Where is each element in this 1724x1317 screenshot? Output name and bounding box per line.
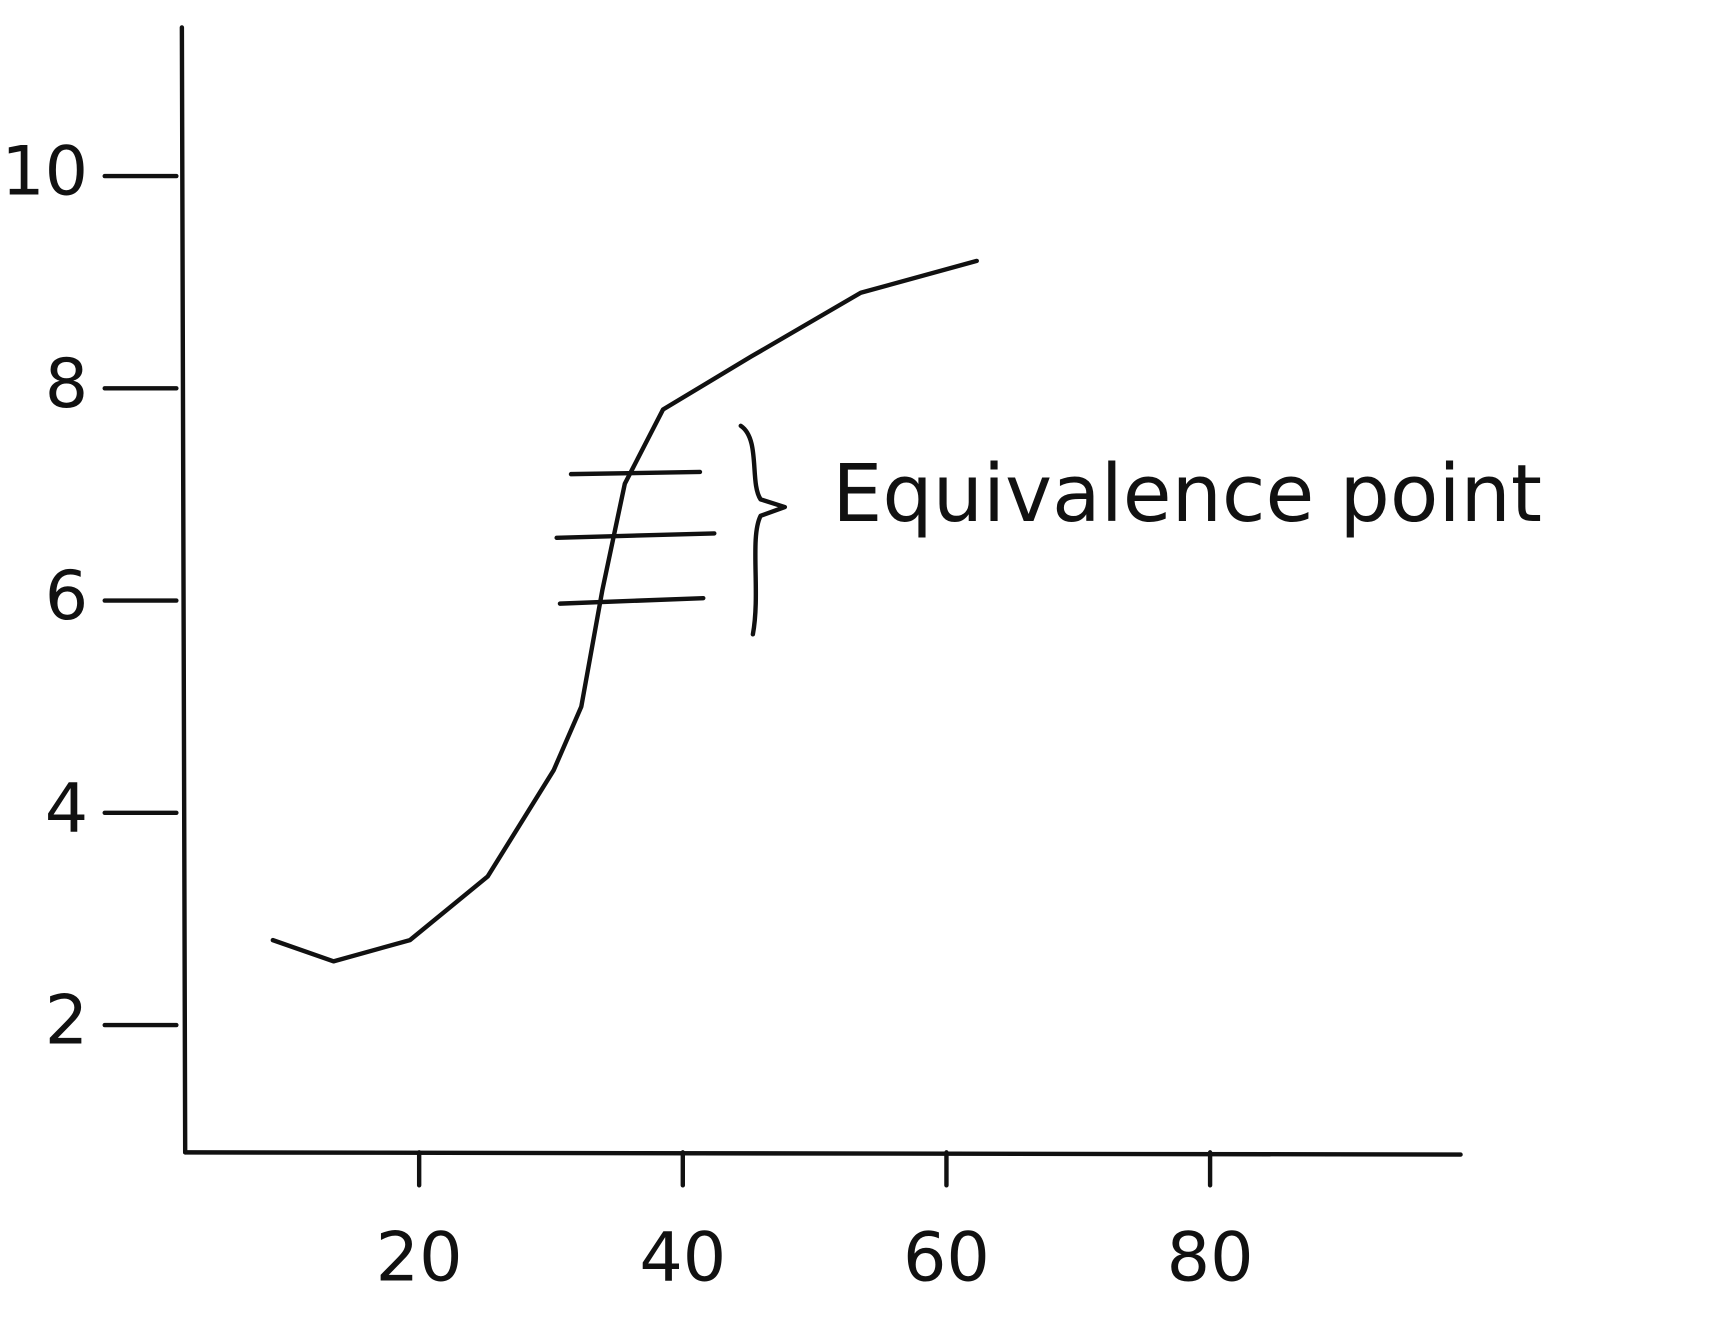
x-tick-label: 40 bbox=[639, 1219, 726, 1298]
x-tick-label: 80 bbox=[1167, 1219, 1254, 1298]
brace bbox=[738, 423, 788, 637]
curve bbox=[270, 258, 979, 964]
y-tick-label: 6 bbox=[45, 557, 88, 636]
y-tick-label: 4 bbox=[45, 769, 88, 848]
x-axis bbox=[182, 1150, 1463, 1157]
y-axis bbox=[179, 25, 188, 1155]
x-tick-label: 20 bbox=[376, 1219, 463, 1298]
y-tick-label: 8 bbox=[45, 345, 88, 424]
equivalence-marks bbox=[554, 469, 717, 606]
y-tick-label: 2 bbox=[45, 982, 88, 1061]
annotation: Equivalence point bbox=[832, 447, 1542, 540]
y-tick-label: 10 bbox=[1, 133, 88, 212]
x-tick-label: 60 bbox=[903, 1219, 990, 1298]
